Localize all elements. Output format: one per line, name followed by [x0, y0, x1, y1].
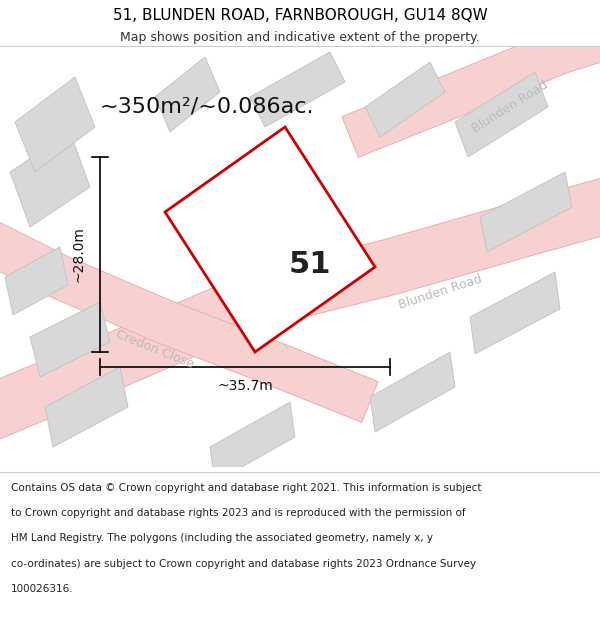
Text: 51: 51: [289, 250, 331, 279]
Text: Blunden Road: Blunden Road: [470, 78, 550, 136]
Polygon shape: [480, 172, 572, 252]
Polygon shape: [15, 77, 95, 172]
Text: ~28.0m: ~28.0m: [72, 226, 86, 282]
Text: 100026316.: 100026316.: [11, 584, 73, 594]
Polygon shape: [470, 272, 560, 354]
Polygon shape: [250, 52, 345, 127]
Polygon shape: [342, 6, 600, 158]
Text: to Crown copyright and database rights 2023 and is reproduced with the permissio: to Crown copyright and database rights 2…: [11, 508, 466, 518]
Polygon shape: [0, 222, 378, 422]
Polygon shape: [210, 402, 295, 482]
Polygon shape: [370, 352, 455, 432]
Polygon shape: [155, 57, 220, 132]
Polygon shape: [10, 132, 90, 227]
Polygon shape: [5, 247, 68, 315]
Text: Contains OS data © Crown copyright and database right 2021. This information is : Contains OS data © Crown copyright and d…: [11, 482, 481, 492]
Text: co-ordinates) are subject to Crown copyright and database rights 2023 Ordnance S: co-ordinates) are subject to Crown copyr…: [11, 559, 476, 569]
Polygon shape: [45, 367, 128, 447]
Polygon shape: [455, 72, 548, 157]
Polygon shape: [165, 127, 375, 352]
Text: ~35.7m: ~35.7m: [217, 379, 273, 393]
Text: Blunden Road: Blunden Road: [397, 272, 484, 312]
Polygon shape: [30, 302, 110, 377]
Text: Credon Close: Credon Close: [114, 328, 196, 371]
Text: Map shows position and indicative extent of the property.: Map shows position and indicative extent…: [120, 31, 480, 44]
Polygon shape: [0, 175, 600, 443]
Polygon shape: [365, 62, 445, 137]
Text: HM Land Registry. The polygons (including the associated geometry, namely x, y: HM Land Registry. The polygons (includin…: [11, 533, 433, 543]
Text: ~350m²/~0.086ac.: ~350m²/~0.086ac.: [100, 97, 314, 117]
Text: 51, BLUNDEN ROAD, FARNBOROUGH, GU14 8QW: 51, BLUNDEN ROAD, FARNBOROUGH, GU14 8QW: [113, 9, 487, 24]
